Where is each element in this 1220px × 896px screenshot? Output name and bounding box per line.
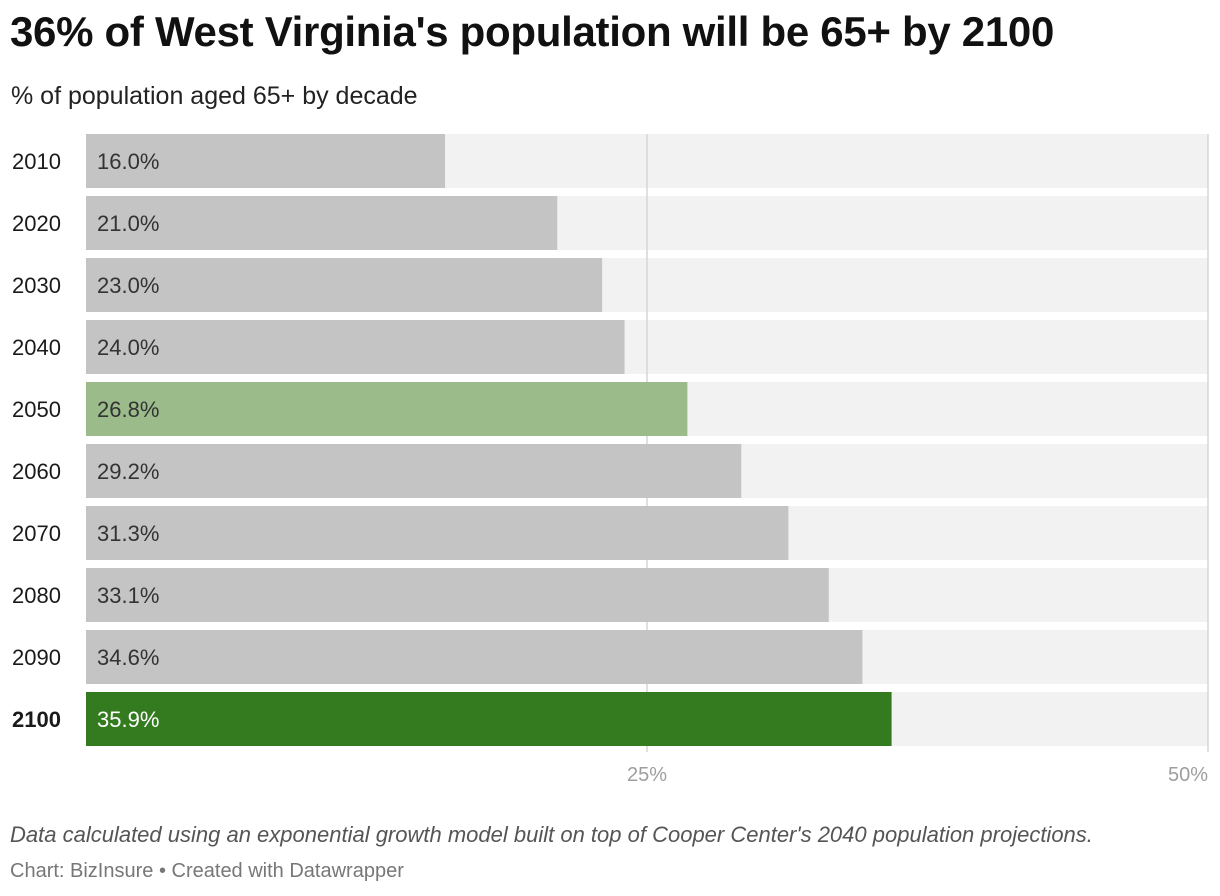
credit-source: Chart: BizInsure — [10, 860, 154, 882]
credit-line: Chart: BizInsure • Created with Datawrap… — [10, 860, 404, 883]
data-label: 33.1% — [97, 583, 159, 608]
category-label: 2060 — [12, 459, 61, 484]
category-label: 2040 — [12, 335, 61, 360]
bar — [86, 444, 742, 498]
category-label: 2070 — [12, 521, 61, 546]
bar — [86, 134, 446, 188]
category-label: 2050 — [12, 397, 61, 422]
category-label: 2010 — [12, 149, 61, 174]
bar — [86, 630, 863, 684]
data-label: 23.0% — [97, 273, 159, 298]
bar — [86, 382, 688, 436]
bar — [86, 506, 789, 560]
data-label: 35.9% — [97, 707, 159, 732]
chart-subtitle: % of population aged 65+ by decade — [11, 82, 418, 110]
data-label: 26.8% — [97, 397, 159, 422]
bar — [86, 320, 625, 374]
credit-separator: • — [158, 860, 166, 882]
data-label: 24.0% — [97, 335, 159, 360]
category-label: 2030 — [12, 273, 61, 298]
x-tick-label: 50% — [1168, 764, 1208, 786]
bar — [86, 258, 603, 312]
bar — [86, 692, 892, 746]
bar — [86, 196, 558, 250]
credit-tool: Created with Datawrapper — [171, 860, 404, 882]
category-label: 2090 — [12, 645, 61, 670]
category-label: 2100 — [12, 707, 61, 732]
data-label: 16.0% — [97, 149, 159, 174]
footnote: Data calculated using an exponential gro… — [10, 822, 1093, 847]
bar — [86, 568, 829, 622]
category-label: 2080 — [12, 583, 61, 608]
data-label: 29.2% — [97, 459, 159, 484]
data-label: 21.0% — [97, 211, 159, 236]
data-label: 34.6% — [97, 645, 159, 670]
data-label: 31.3% — [97, 521, 159, 546]
chart-title: 36% of West Virginia's population will b… — [10, 8, 1055, 55]
category-label: 2020 — [12, 211, 61, 236]
x-tick-label: 25% — [627, 764, 667, 786]
